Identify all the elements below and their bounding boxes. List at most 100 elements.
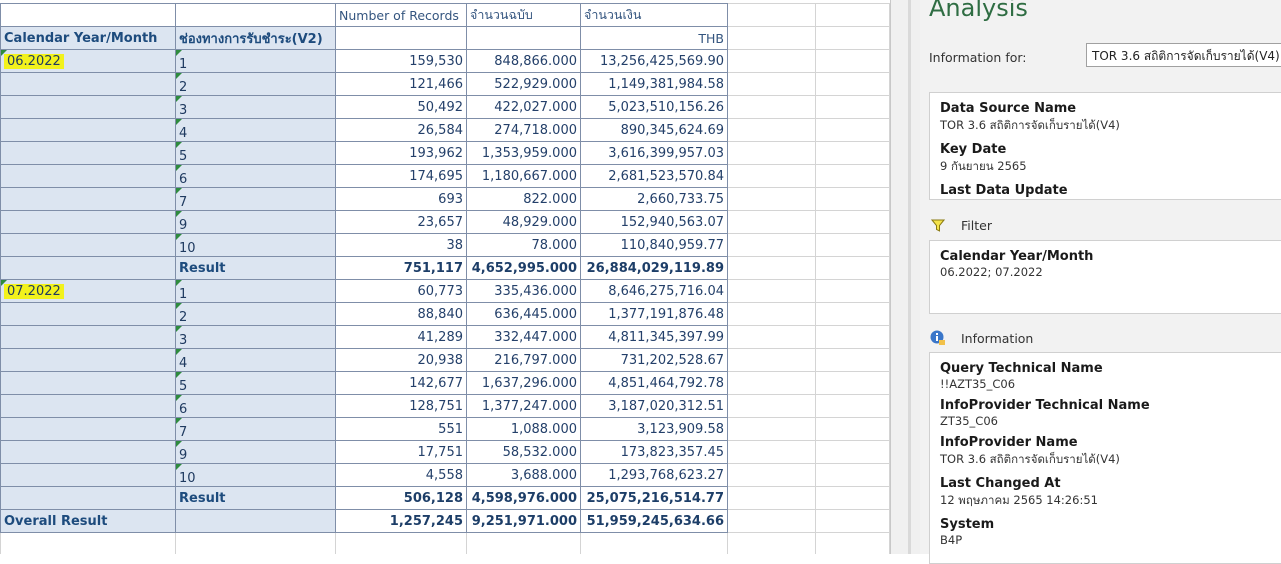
count-cell[interactable]: 522,929.000 xyxy=(466,72,581,96)
channel-cell[interactable]: 10 xyxy=(175,233,336,257)
count-cell[interactable]: 332,447.000 xyxy=(466,325,581,349)
records-cell[interactable]: 159,530 xyxy=(335,49,467,73)
period-cell-empty[interactable] xyxy=(0,348,176,372)
channel-cell[interactable]: 3 xyxy=(175,325,336,349)
channel-cell[interactable]: 2 xyxy=(175,302,336,326)
amount-grand-total[interactable]: 51,959,245,634.66 xyxy=(580,509,728,533)
count-cell[interactable]: 1,353,959.000 xyxy=(466,141,581,165)
amount-cell[interactable]: 3,187,020,312.51 xyxy=(580,394,728,418)
period-cell[interactable]: 06.2022 xyxy=(0,49,176,73)
period-cell-empty[interactable] xyxy=(0,463,176,487)
empty-cell[interactable] xyxy=(815,210,890,234)
empty-cell[interactable] xyxy=(815,164,890,188)
count-cell[interactable]: 216,797.000 xyxy=(466,348,581,372)
empty-cell[interactable] xyxy=(815,463,890,487)
count-cell[interactable]: 636,445.000 xyxy=(466,302,581,326)
empty-cell[interactable] xyxy=(815,3,890,27)
empty-cell[interactable] xyxy=(815,118,890,142)
period-cell-empty[interactable] xyxy=(0,164,176,188)
empty-cell[interactable] xyxy=(815,187,890,211)
empty-cell[interactable] xyxy=(175,532,336,554)
channel-cell[interactable]: 9 xyxy=(175,210,336,234)
amount-cell[interactable]: 13,256,425,569.90 xyxy=(580,49,728,73)
empty-cell[interactable] xyxy=(727,371,816,395)
empty-cell[interactable] xyxy=(815,72,890,96)
filter-section-header[interactable]: Filter xyxy=(929,217,992,233)
empty-cell[interactable] xyxy=(727,26,816,50)
period-cell-empty[interactable] xyxy=(0,256,176,280)
amount-cell[interactable]: 5,023,510,156.26 xyxy=(580,95,728,119)
empty-cell[interactable] xyxy=(727,325,816,349)
empty-cell[interactable] xyxy=(815,440,890,464)
count-total[interactable]: 4,652,995.000 xyxy=(466,256,581,280)
records-cell[interactable]: 174,695 xyxy=(335,164,467,188)
records-cell[interactable]: 121,466 xyxy=(335,72,467,96)
records-cell[interactable]: 17,751 xyxy=(335,440,467,464)
empty-cell[interactable] xyxy=(727,187,816,211)
empty-cell[interactable] xyxy=(727,141,816,165)
records-grand-total[interactable]: 1,257,245 xyxy=(335,509,467,533)
column-header[interactable]: จำนวนฉบับ xyxy=(466,3,581,27)
empty-cell[interactable] xyxy=(727,95,816,119)
empty-cell[interactable] xyxy=(580,532,728,554)
amount-cell[interactable]: 8,646,275,716.04 xyxy=(580,279,728,303)
empty-cell[interactable] xyxy=(815,279,890,303)
records-cell[interactable]: 693 xyxy=(335,187,467,211)
information-section-header[interactable]: Information xyxy=(929,330,1033,346)
count-total[interactable]: 4,598,976.000 xyxy=(466,486,581,510)
records-cell[interactable]: 26,584 xyxy=(335,118,467,142)
empty-cell[interactable] xyxy=(727,279,816,303)
amount-cell[interactable]: 2,660,733.75 xyxy=(580,187,728,211)
period-cell-empty[interactable] xyxy=(0,210,176,234)
amount-cell[interactable]: 110,840,959.77 xyxy=(580,233,728,257)
count-cell[interactable]: 1,180,667.000 xyxy=(466,164,581,188)
period-cell[interactable]: 07.2022 xyxy=(0,279,176,303)
records-cell[interactable]: 142,677 xyxy=(335,371,467,395)
period-cell-empty[interactable] xyxy=(0,187,176,211)
empty-cell[interactable] xyxy=(727,233,816,257)
period-cell-empty[interactable] xyxy=(0,486,176,510)
empty-cell[interactable] xyxy=(815,49,890,73)
period-cell-empty[interactable] xyxy=(0,440,176,464)
amount-unit-header[interactable]: THB xyxy=(580,26,728,50)
empty-cell[interactable] xyxy=(727,256,816,280)
empty-cell[interactable] xyxy=(815,486,890,510)
channel-cell[interactable]: 7 xyxy=(175,187,336,211)
empty-cell[interactable] xyxy=(815,325,890,349)
period-cell-empty[interactable] xyxy=(0,95,176,119)
period-cell-empty[interactable] xyxy=(0,371,176,395)
scrollbar[interactable] xyxy=(908,0,911,554)
channel-cell[interactable]: 6 xyxy=(175,164,336,188)
amount-cell[interactable]: 3,616,399,957.03 xyxy=(580,141,728,165)
empty-cell[interactable] xyxy=(727,417,816,441)
column-header[interactable] xyxy=(0,3,176,27)
amount-cell[interactable]: 2,681,523,570.84 xyxy=(580,164,728,188)
period-cell-empty[interactable] xyxy=(0,118,176,142)
period-cell-empty[interactable] xyxy=(0,394,176,418)
amount-cell[interactable]: 1,149,381,984.58 xyxy=(580,72,728,96)
column-header[interactable] xyxy=(175,3,336,27)
channel-cell[interactable]: 5 xyxy=(175,141,336,165)
empty-cell[interactable] xyxy=(727,72,816,96)
channel-cell[interactable]: 9 xyxy=(175,440,336,464)
count-cell[interactable]: 422,027.000 xyxy=(466,95,581,119)
amount-cell[interactable]: 4,811,345,397.99 xyxy=(580,325,728,349)
empty-cell[interactable] xyxy=(727,49,816,73)
channel-header[interactable]: ช่องทางการรับชำระ(V2) xyxy=(175,26,336,50)
empty-cell[interactable] xyxy=(727,118,816,142)
information-for-select[interactable]: TOR 3.6 สถิติการจัดเก็บรายได้(V4) xyxy=(1086,43,1281,67)
overall-result-label[interactable]: Overall Result xyxy=(0,509,176,533)
records-cell[interactable]: 193,962 xyxy=(335,141,467,165)
period-cell-empty[interactable] xyxy=(0,141,176,165)
empty-cell[interactable] xyxy=(815,394,890,418)
empty-cell[interactable] xyxy=(815,26,890,50)
amount-cell[interactable]: 173,823,357.45 xyxy=(580,440,728,464)
records-cell[interactable]: 551 xyxy=(335,417,467,441)
count-cell[interactable]: 274,718.000 xyxy=(466,118,581,142)
count-cell[interactable]: 335,436.000 xyxy=(466,279,581,303)
amount-cell[interactable]: 1,377,191,876.48 xyxy=(580,302,728,326)
empty-cell[interactable] xyxy=(727,509,816,533)
column-header[interactable]: จำนวนเงิน xyxy=(580,3,728,27)
channel-cell[interactable]: 7 xyxy=(175,417,336,441)
count-cell[interactable]: 822.000 xyxy=(466,187,581,211)
